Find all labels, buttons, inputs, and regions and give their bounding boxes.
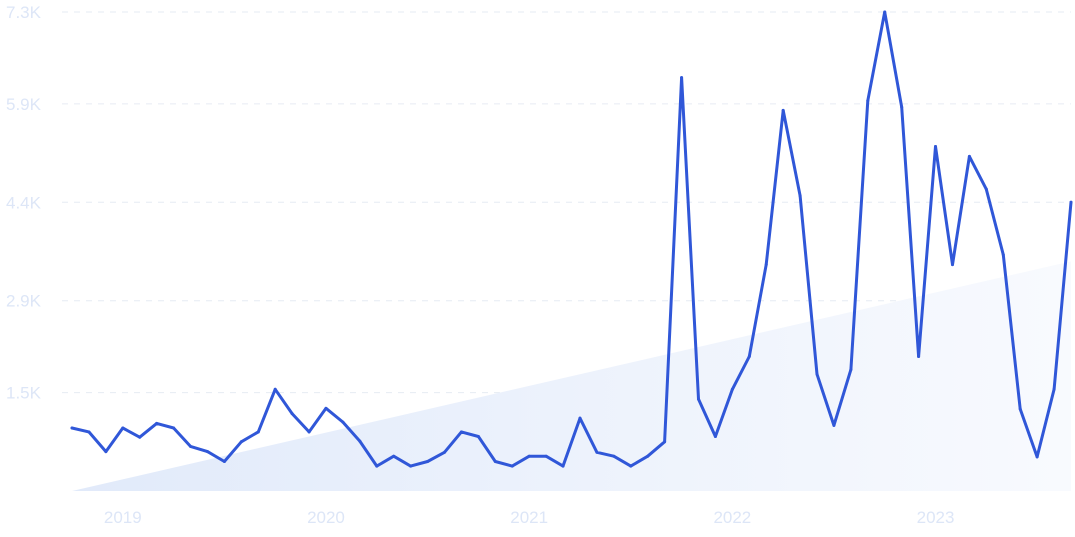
data-point — [984, 187, 988, 191]
data-point — [239, 440, 243, 444]
x-tick-label: 2020 — [307, 508, 345, 527]
data-point — [1001, 253, 1005, 257]
data-point — [121, 426, 125, 430]
data-point — [155, 421, 159, 425]
series-layer — [70, 10, 1073, 468]
x-tick-label: 2019 — [104, 508, 142, 527]
y-tick-label: 1.5K — [6, 384, 42, 403]
data-point — [358, 439, 362, 443]
data-point — [205, 450, 209, 454]
data-point — [189, 444, 193, 448]
data-point — [493, 459, 497, 463]
data-point — [561, 464, 565, 468]
data-point — [934, 145, 938, 149]
x-axis-ticks: 2019 2020 2021 2022 2023 — [104, 508, 955, 527]
data-point — [426, 459, 430, 463]
data-point — [459, 430, 463, 434]
data-point — [663, 440, 667, 444]
data-point — [798, 194, 802, 198]
trend-area — [72, 261, 1071, 491]
data-point — [392, 454, 396, 458]
data-point — [1018, 407, 1022, 411]
x-tick-label: 2023 — [917, 508, 955, 527]
x-tick-label: 2022 — [713, 508, 751, 527]
data-point — [832, 423, 836, 427]
data-point — [917, 354, 921, 358]
data-point — [595, 450, 599, 454]
data-point — [1069, 200, 1073, 204]
data-point — [730, 387, 734, 391]
data-point — [713, 435, 717, 439]
data-point — [87, 430, 91, 434]
y-tick-label: 5.9K — [6, 95, 42, 114]
data-point — [138, 435, 142, 439]
data-point — [256, 430, 260, 434]
data-point — [290, 412, 294, 416]
data-point — [967, 154, 971, 158]
y-tick-label: 2.9K — [6, 292, 42, 311]
data-point — [443, 450, 447, 454]
data-point — [764, 263, 768, 267]
data-point — [747, 354, 751, 358]
trend-layer — [72, 261, 1071, 491]
data-point — [781, 108, 785, 112]
data-point — [1052, 387, 1056, 391]
data-point — [646, 454, 650, 458]
data-point — [375, 464, 379, 468]
data-point — [104, 450, 108, 454]
data-point — [307, 430, 311, 434]
data-point — [172, 426, 176, 430]
data-point — [1035, 455, 1039, 459]
data-point — [222, 459, 226, 463]
data-point — [476, 435, 480, 439]
series-line — [70, 10, 1073, 468]
y-axis-ticks: 1.5K 2.9K 4.4K 5.9K 7.3K — [6, 3, 42, 403]
data-point — [866, 99, 870, 103]
data-point — [527, 454, 531, 458]
data-point — [900, 105, 904, 109]
data-point — [950, 263, 954, 267]
data-point — [324, 406, 328, 410]
data-point — [341, 420, 345, 424]
data-point — [510, 464, 514, 468]
data-point — [612, 454, 616, 458]
data-point — [629, 464, 633, 468]
y-tick-label: 7.3K — [6, 3, 42, 22]
data-point — [273, 387, 277, 391]
data-point — [544, 454, 548, 458]
data-point — [849, 368, 853, 372]
y-tick-label: 4.4K — [6, 193, 42, 212]
x-tick-label: 2021 — [510, 508, 548, 527]
data-point — [70, 426, 74, 430]
data-point — [409, 464, 413, 468]
data-point — [815, 372, 819, 376]
data-point — [883, 10, 887, 14]
data-point — [696, 397, 700, 401]
data-point — [680, 76, 684, 80]
data-point — [578, 416, 582, 420]
